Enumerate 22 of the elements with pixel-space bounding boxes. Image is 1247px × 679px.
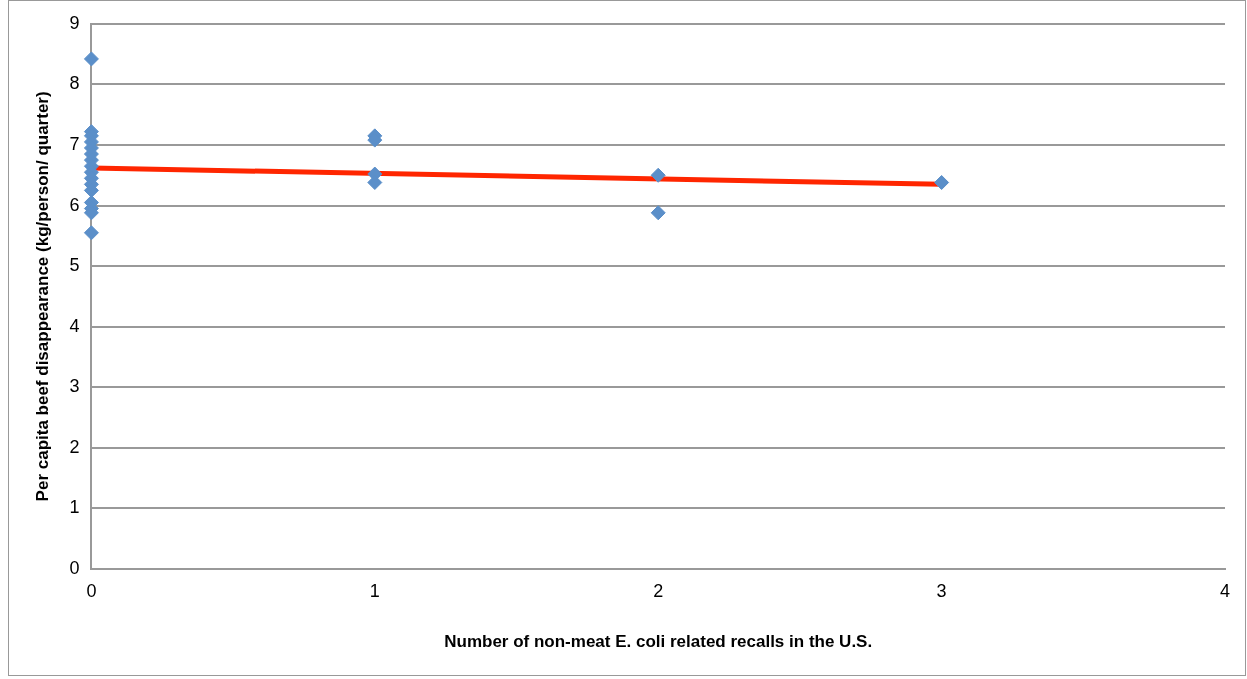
x-tick-label: 1: [369, 580, 380, 601]
y-tick-label: 9: [69, 12, 80, 33]
point: [650, 205, 666, 221]
point: [934, 175, 950, 191]
y-axis-title: Per capita beef disappearance (kg/person/ quarter): [32, 91, 52, 502]
point: [83, 225, 99, 241]
y-tick-label: 3: [69, 376, 80, 397]
y-tick-label: 0: [69, 557, 80, 578]
x-tick-label: 2: [653, 580, 664, 601]
y-tick-label: 4: [69, 315, 80, 336]
x-axis-title: Number of non-meat E. coli related recalls in the U.S.: [444, 632, 873, 652]
y-tick-label: 7: [69, 133, 80, 154]
y-tick-label: 6: [69, 194, 80, 215]
point: [83, 51, 99, 67]
point: [650, 167, 666, 183]
x-tick-label: 4: [1219, 580, 1231, 601]
y-tick-label: 5: [69, 255, 80, 276]
y-tick-label: 1: [69, 497, 80, 518]
y-tick-label: 2: [69, 436, 80, 457]
y-tick-label: 8: [69, 73, 80, 94]
x-tick-label: 0: [86, 580, 97, 601]
x-tick-label: 3: [936, 580, 947, 601]
